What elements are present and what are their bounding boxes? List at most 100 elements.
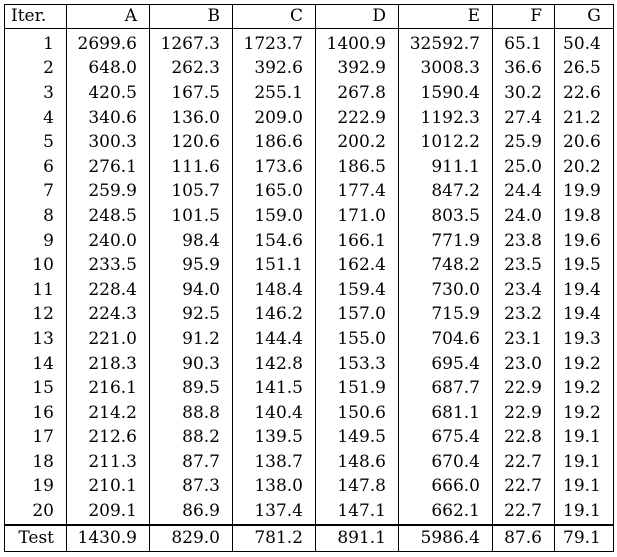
cell-f: 30.2 xyxy=(492,81,555,106)
cell-b: 89.5 xyxy=(149,376,233,401)
cell-g: 19.3 xyxy=(554,327,614,352)
test-row: Test 1430.9 829.0 781.2 891.1 5986.4 87.6 79.1 xyxy=(4,523,614,552)
cell-b: 105.7 xyxy=(149,179,233,205)
cell-a: 218.3 xyxy=(66,351,150,377)
cell-f: 65.1 xyxy=(492,28,555,57)
cell-d: 150.6 xyxy=(315,400,399,426)
test-cell-a: 1430.9 xyxy=(66,523,150,552)
cell-g: 19.6 xyxy=(554,228,614,254)
test-cell-c: 781.2 xyxy=(232,523,316,552)
cell-c: 154.6 xyxy=(232,228,316,254)
cell-a: 300.3 xyxy=(66,130,150,155)
table-row: 2 648.0 262.3 392.6 392.9 3008.3 36.6 26.5 xyxy=(4,56,614,82)
cell-b: 92.5 xyxy=(149,302,233,328)
cell-e: 675.4 xyxy=(398,425,493,451)
cell-c: 165.0 xyxy=(232,179,316,205)
cell-d: 267.8 xyxy=(315,81,399,106)
cell-e: 670.4 xyxy=(398,450,493,475)
cell-iter: 7 xyxy=(4,179,67,205)
header-row: Iter. A B C D E F G xyxy=(4,4,614,29)
cell-g: 19.2 xyxy=(554,376,614,401)
column-header-g: G xyxy=(554,4,614,29)
cell-b: 167.5 xyxy=(149,81,233,106)
cell-e: 687.7 xyxy=(398,376,493,401)
table-row: 9 240.0 98.4 154.6 166.1 771.9 23.8 19.6 xyxy=(4,228,614,254)
cell-f: 22.7 xyxy=(492,450,555,475)
cell-e: 847.2 xyxy=(398,179,493,205)
cell-g: 19.1 xyxy=(554,450,614,475)
cell-e: 771.9 xyxy=(398,228,493,254)
cell-a: 420.5 xyxy=(66,81,150,106)
cell-e: 3008.3 xyxy=(398,56,493,82)
test-cell-b: 829.0 xyxy=(149,523,233,552)
cell-f: 23.0 xyxy=(492,351,555,377)
cell-f: 22.9 xyxy=(492,400,555,426)
cell-iter: 11 xyxy=(4,277,67,303)
cell-c: 144.4 xyxy=(232,327,316,352)
cell-e: 911.1 xyxy=(398,154,493,180)
cell-a: 648.0 xyxy=(66,56,150,82)
cell-b: 1267.3 xyxy=(149,28,233,57)
cell-d: 1400.9 xyxy=(315,28,399,57)
cell-g: 19.4 xyxy=(554,277,614,303)
cell-f: 22.7 xyxy=(492,474,555,500)
cell-b: 91.2 xyxy=(149,327,233,352)
table-row: 12 224.3 92.5 146.2 157.0 715.9 23.2 19.4 xyxy=(4,302,614,328)
cell-g: 19.9 xyxy=(554,179,614,205)
cell-iter: 19 xyxy=(4,474,67,500)
cell-b: 101.5 xyxy=(149,204,233,229)
cell-f: 25.9 xyxy=(492,130,555,155)
table-row: 16 214.2 88.8 140.4 150.6 681.1 22.9 19.2 xyxy=(4,400,614,426)
cell-a: 216.1 xyxy=(66,376,150,401)
cell-iter: 14 xyxy=(4,351,67,377)
cell-a: 209.1 xyxy=(66,499,150,525)
column-header-iter: Iter. xyxy=(4,4,67,29)
cell-a: 211.3 xyxy=(66,450,150,475)
cell-b: 95.9 xyxy=(149,253,233,278)
cell-f: 23.4 xyxy=(492,277,555,303)
table-body: 1 2699.6 1267.3 1723.7 1400.9 32592.7 65.1 50.4… xyxy=(4,28,614,525)
table-row: 19 210.1 87.3 138.0 147.8 666.0 22.7 19.1 xyxy=(4,474,614,500)
cell-e: 1012.2 xyxy=(398,130,493,155)
cell-iter: 5 xyxy=(4,130,67,155)
cell-f: 23.1 xyxy=(492,327,555,352)
cell-d: 149.5 xyxy=(315,425,399,451)
cell-iter: 10 xyxy=(4,253,67,278)
table-row: 18 211.3 87.7 138.7 148.6 670.4 22.7 19.1 xyxy=(4,450,614,475)
cell-g: 19.1 xyxy=(554,499,614,525)
cell-e: 695.4 xyxy=(398,351,493,377)
cell-b: 262.3 xyxy=(149,56,233,82)
cell-iter: 1 xyxy=(4,28,67,57)
cell-d: 155.0 xyxy=(315,327,399,352)
cell-c: 209.0 xyxy=(232,105,316,131)
cell-d: 147.1 xyxy=(315,499,399,525)
column-header-b: B xyxy=(149,4,233,29)
cell-c: 159.0 xyxy=(232,204,316,229)
cell-b: 94.0 xyxy=(149,277,233,303)
cell-f: 23.8 xyxy=(492,228,555,254)
cell-g: 19.5 xyxy=(554,253,614,278)
cell-g: 20.6 xyxy=(554,130,614,155)
cell-g: 21.2 xyxy=(554,105,614,131)
results-table: Iter. A B C D E F G 1 2699.6 1267.3 1723.7 1400.9 32… xyxy=(4,4,614,552)
cell-c: 142.8 xyxy=(232,351,316,377)
cell-g: 19.2 xyxy=(554,400,614,426)
cell-iter: 17 xyxy=(4,425,67,451)
cell-d: 186.5 xyxy=(315,154,399,180)
test-cell-iter: Test xyxy=(4,523,67,552)
cell-iter: 3 xyxy=(4,81,67,106)
cell-e: 730.0 xyxy=(398,277,493,303)
table-row: 13 221.0 91.2 144.4 155.0 704.6 23.1 19.3 xyxy=(4,327,614,352)
cell-g: 19.2 xyxy=(554,351,614,377)
cell-d: 159.4 xyxy=(315,277,399,303)
cell-e: 681.1 xyxy=(398,400,493,426)
cell-d: 200.2 xyxy=(315,130,399,155)
table-footer: Test 1430.9 829.0 781.2 891.1 5986.4 87.6 79.1 xyxy=(4,523,614,552)
cell-c: 138.7 xyxy=(232,450,316,475)
cell-f: 36.6 xyxy=(492,56,555,82)
table-row: 3 420.5 167.5 255.1 267.8 1590.4 30.2 22.6 xyxy=(4,81,614,106)
cell-c: 146.2 xyxy=(232,302,316,328)
cell-b: 88.8 xyxy=(149,400,233,426)
cell-g: 19.1 xyxy=(554,425,614,451)
cell-e: 1590.4 xyxy=(398,81,493,106)
